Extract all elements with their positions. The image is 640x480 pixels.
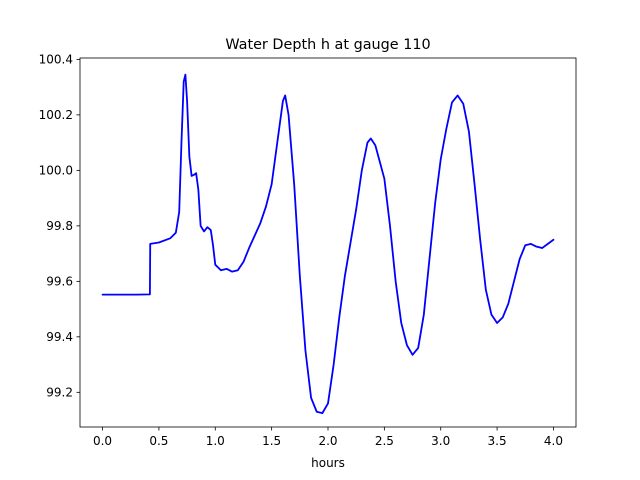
- chart-title: Water Depth h at gauge 110: [225, 37, 430, 53]
- y-tick-label: 100.0: [39, 164, 73, 178]
- x-tick-label: 2.5: [375, 434, 394, 448]
- x-tick-label: 2.0: [318, 434, 337, 448]
- plot-area: [101, 73, 555, 415]
- x-axis: 0.0 0.5 1.0 1.5 2.0 2.5 3.0 3.5 4.0: [93, 427, 563, 448]
- x-tick-label: 3.0: [431, 434, 450, 448]
- y-tick-label: 100.2: [39, 108, 73, 122]
- plot-frame: [79, 57, 577, 428]
- y-tick-label: 99.2: [46, 386, 73, 400]
- x-tick-label: 1.0: [206, 434, 225, 448]
- x-tick-label: 4.0: [544, 434, 563, 448]
- y-tick-label: 99.4: [46, 330, 73, 344]
- y-tick-label: 99.8: [46, 219, 73, 233]
- series-line: [101, 73, 555, 415]
- y-tick-label: 100.4: [39, 53, 73, 67]
- x-tick-label: 3.5: [488, 434, 507, 448]
- y-axis: 99.2 99.4 99.6 99.8 100.0 100.2 100.4: [39, 53, 80, 400]
- y-tick-label: 99.6: [46, 275, 73, 289]
- x-tick-label: 1.5: [262, 434, 281, 448]
- x-tick-label: 0.0: [93, 434, 112, 448]
- x-tick-label: 0.5: [149, 434, 168, 448]
- x-axis-label: hours: [311, 456, 345, 470]
